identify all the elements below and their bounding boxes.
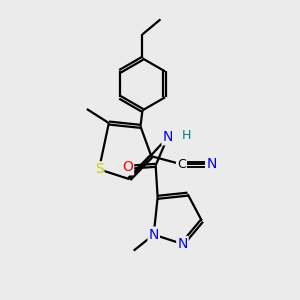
Text: N: N	[148, 228, 159, 242]
Text: N: N	[206, 157, 217, 171]
Text: N: N	[163, 130, 173, 144]
Text: S: S	[94, 162, 103, 176]
Text: N: N	[177, 237, 188, 251]
Text: O: O	[122, 160, 133, 174]
Text: H: H	[182, 129, 191, 142]
Text: C: C	[177, 158, 186, 171]
